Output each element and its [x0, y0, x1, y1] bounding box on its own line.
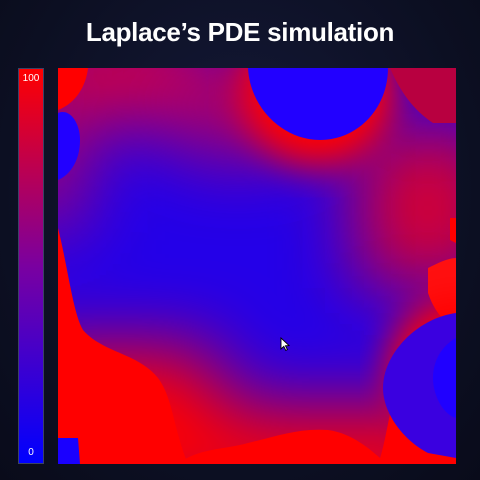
mouse-pointer-icon: [280, 337, 290, 351]
page-title: Laplace’s PDE simulation: [85, 17, 395, 47]
simulation-canvas[interactable]: [58, 68, 456, 464]
colorbar-min-label: 0: [28, 447, 34, 458]
colorbar-legend: 100 0: [18, 68, 44, 464]
colorbar-max-label: 100: [22, 73, 40, 84]
heatmap-field[interactable]: [58, 68, 456, 464]
